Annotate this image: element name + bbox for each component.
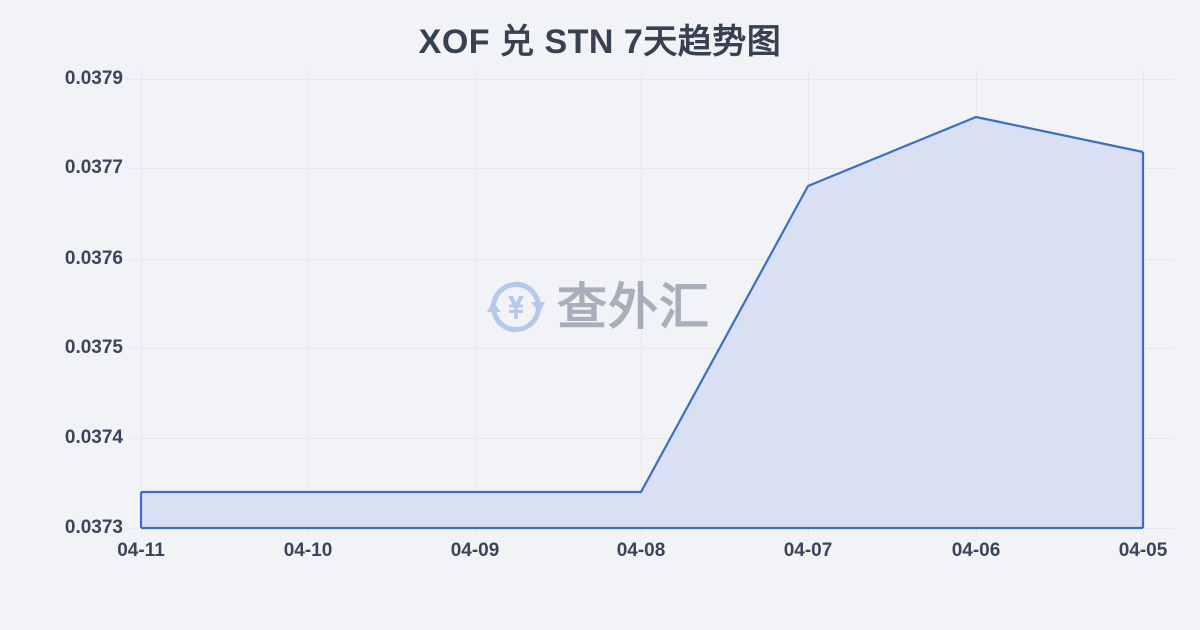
x-axis-tick-label: 04-11 <box>117 540 165 561</box>
x-axis-tick-label: 04-08 <box>616 540 666 561</box>
x-axis-tick-label: 04-10 <box>283 540 333 561</box>
chart-title: XOF 兑 STN 7天趋势图 <box>418 23 782 61</box>
trend-line-path <box>141 115 1144 494</box>
y-axis-tick-label: 0.0373 <box>64 517 123 538</box>
y-axis-tick-label: 0.0379 <box>64 68 123 89</box>
y-axis-tick-label: 0.0377 <box>64 157 123 178</box>
x-axis-tick-label: 04-07 <box>783 540 833 561</box>
y-axis-tick-label: 0.0375 <box>64 337 123 358</box>
x-axis-tick-label: 04-06 <box>951 540 1001 561</box>
area-fill-path <box>141 117 1143 528</box>
y-axis-tick-label: 0.0374 <box>64 427 123 448</box>
x-axis-tick-label: 04-05 <box>1118 540 1168 561</box>
y-axis-tick-label: 0.0376 <box>64 248 123 269</box>
x-axis-tick-label: 04-09 <box>450 540 500 561</box>
